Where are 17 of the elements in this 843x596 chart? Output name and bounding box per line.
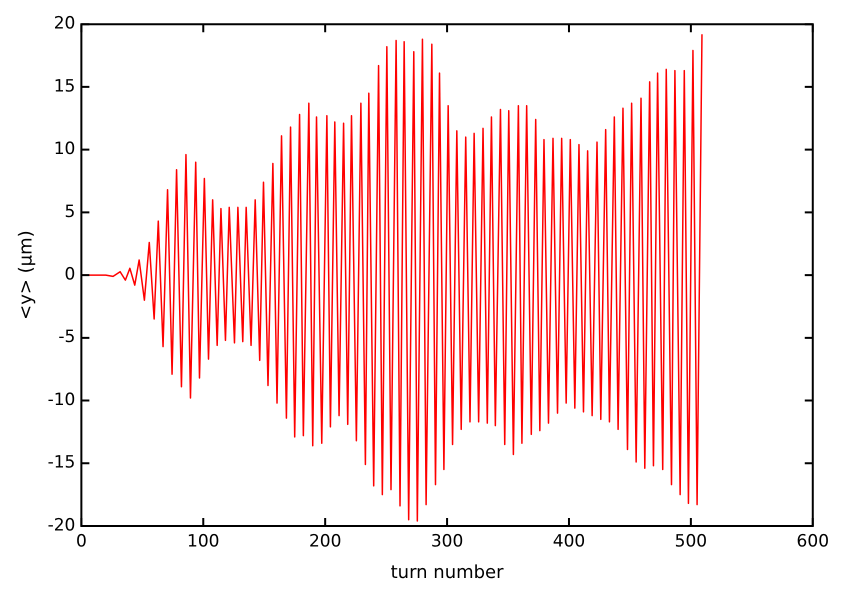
x-tick-label: 400	[552, 532, 586, 552]
y-tick-label: -20	[48, 515, 76, 536]
y-tick-label: 20	[54, 14, 76, 34]
y-tick-label: 5	[64, 202, 76, 222]
y-tick-label: 15	[54, 76, 76, 96]
y-tick-label: -15	[48, 452, 76, 473]
y-tick-label: 10	[54, 139, 76, 160]
x-tick-label: 300	[430, 532, 464, 552]
x-tick-label: 600	[796, 532, 830, 552]
y-axis-title: <y> (μm)	[15, 230, 36, 320]
x-tick-label: 200	[308, 532, 342, 552]
x-axis-title: turn number	[390, 562, 504, 583]
y-tick-label: -5	[58, 327, 76, 348]
x-tick-label: 100	[187, 532, 220, 552]
y-tick-label: -10	[48, 390, 76, 410]
y-tick-label: 0	[64, 264, 76, 285]
x-tick-label: 500	[674, 532, 708, 552]
